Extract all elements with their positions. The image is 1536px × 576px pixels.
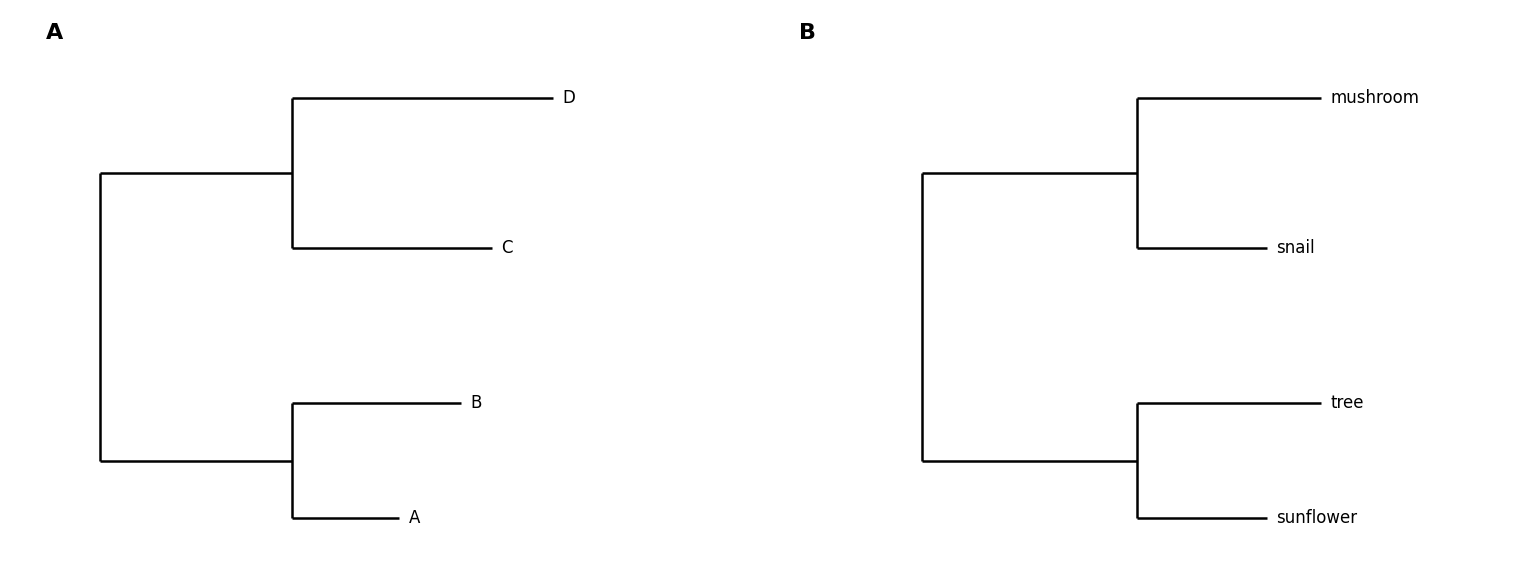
Text: D: D	[562, 89, 574, 107]
Text: A: A	[46, 23, 63, 43]
Text: A: A	[409, 509, 419, 528]
Text: tree: tree	[1330, 394, 1364, 412]
Text: snail: snail	[1276, 238, 1315, 257]
Text: sunflower: sunflower	[1276, 509, 1358, 528]
Text: B: B	[470, 394, 481, 412]
Text: B: B	[799, 23, 816, 43]
Text: mushroom: mushroom	[1330, 89, 1419, 107]
Text: C: C	[501, 238, 511, 257]
